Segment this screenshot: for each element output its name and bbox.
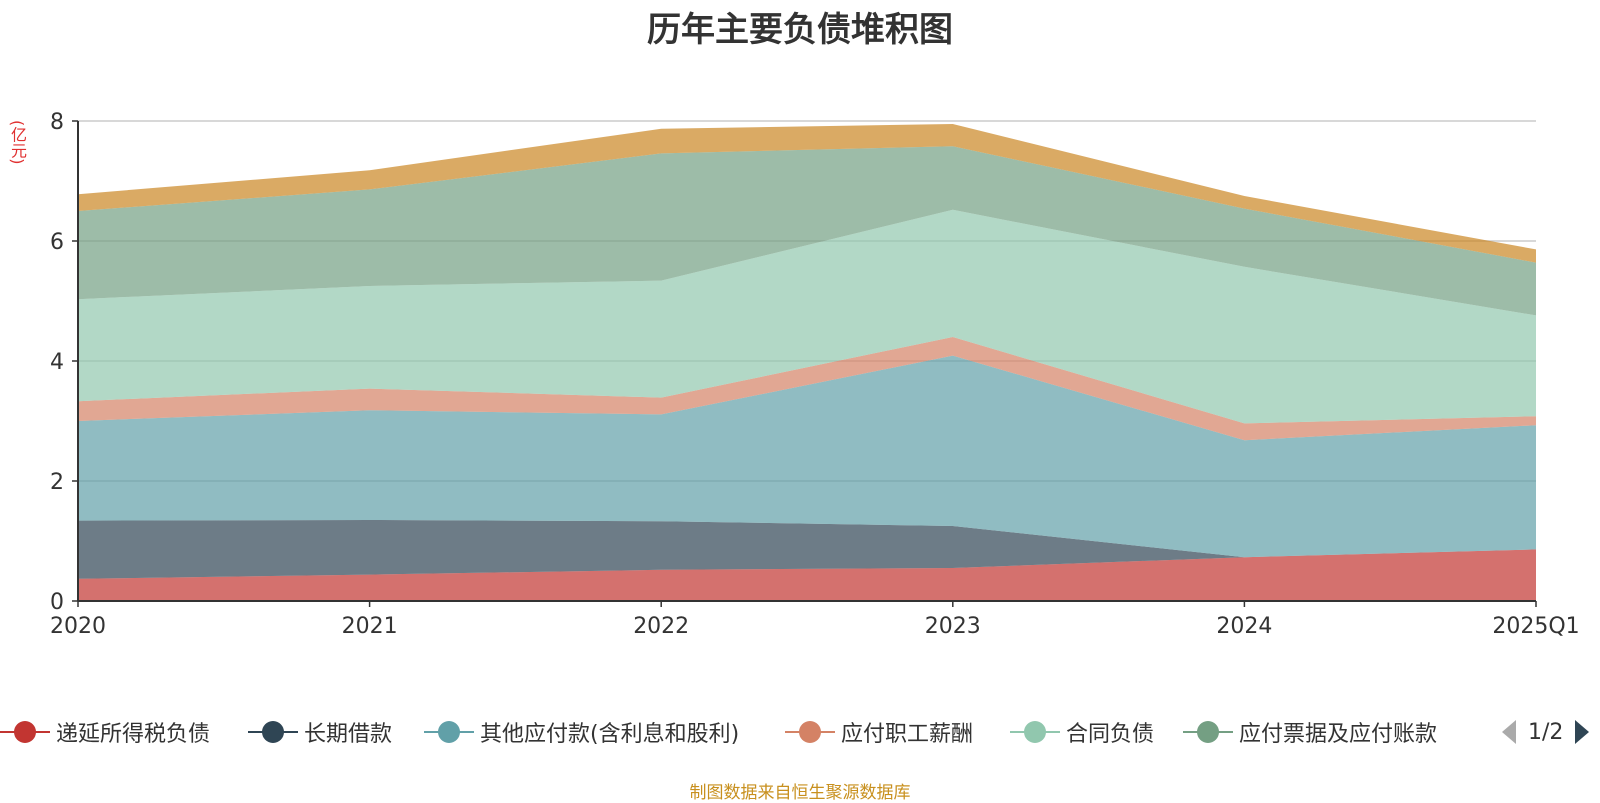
area-series-3[interactable] xyxy=(78,337,1536,441)
legend-marker-icon xyxy=(0,721,50,743)
legend-item[interactable]: 递延所得税负债 xyxy=(0,712,210,752)
legend-next-page-icon[interactable] xyxy=(1571,716,1593,748)
y-tick-label: 2 xyxy=(50,470,64,495)
legend-label: 递延所得税负债 xyxy=(56,722,211,747)
legend-item[interactable]: 其他应付款(含利息和股利) xyxy=(424,712,739,752)
legend-label: 合同负债 xyxy=(1066,722,1155,747)
area-series-4[interactable] xyxy=(78,209,1536,424)
legend: 递延所得税负债 长期借款 其他应付款(含利息和股利) 应付职工薪酬 合同负债 应付票据及应… xyxy=(0,712,1600,752)
legend-prev-page-icon[interactable] xyxy=(1498,716,1520,748)
area-series-0[interactable] xyxy=(78,549,1536,601)
legend-item[interactable]: 长期借款 xyxy=(248,712,392,752)
x-tick-label: 2025Q1 xyxy=(1492,614,1579,639)
x-tick-label: 2022 xyxy=(633,614,689,639)
legend-item[interactable]: 合同负债 xyxy=(1010,712,1154,752)
legend-item[interactable]: 应付票据及应付账款 xyxy=(1183,712,1437,752)
legend-marker-icon xyxy=(785,721,835,743)
legend-label: 应付票据及应付账款 xyxy=(1239,722,1438,747)
y-tick-label: 4 xyxy=(50,350,64,375)
y-axis-unit-label: (亿元) xyxy=(8,120,27,165)
y-tick-label: 8 xyxy=(50,110,64,135)
legend-marker-icon xyxy=(248,721,298,743)
area-series-2[interactable] xyxy=(78,355,1536,558)
legend-label: 长期借款 xyxy=(304,722,393,747)
legend-marker-icon xyxy=(424,721,474,743)
legend-item[interactable]: 应付职工薪酬 xyxy=(785,712,973,752)
y-tick-label: 0 xyxy=(50,590,64,615)
x-tick-label: 2020 xyxy=(50,614,106,639)
x-tick-label: 2021 xyxy=(342,614,398,639)
legend-marker-icon xyxy=(1183,721,1233,743)
y-tick-label: 6 xyxy=(50,230,64,255)
area-series-1[interactable] xyxy=(78,520,1536,579)
x-tick-label: 2024 xyxy=(1216,614,1272,639)
chart-title: 历年主要负债堆积图 xyxy=(647,10,953,50)
area-series-5[interactable] xyxy=(78,146,1536,316)
legend-marker-icon xyxy=(1010,721,1060,743)
legend-label: 其他应付款(含利息和股利) xyxy=(480,722,740,747)
data-source-note: 制图数据来自恒生聚源数据库 xyxy=(689,783,911,803)
area-series xyxy=(78,124,1536,601)
legend-label: 应付职工薪酬 xyxy=(841,722,974,747)
stacked-area-chart: 0 2 4 6 8 2020 2021 2022 2023 2024 2025Q1 xyxy=(50,110,1580,639)
x-tick-label: 2023 xyxy=(925,614,981,639)
axes: 0 2 4 6 8 2020 2021 2022 2023 2024 2025Q1 xyxy=(50,110,1580,639)
legend-pager: 1/2 xyxy=(1498,712,1593,752)
legend-page-indicator: 1/2 xyxy=(1528,719,1564,745)
